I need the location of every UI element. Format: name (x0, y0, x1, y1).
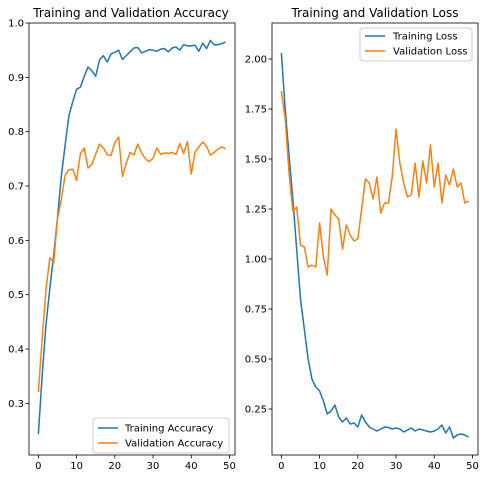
accuracy-y-tick-label: 0.5 (8, 290, 24, 301)
loss-x-tick-label: 20 (351, 461, 364, 472)
accuracy-x-tick-label: 30 (147, 461, 160, 472)
accuracy-y-tick-label: 1.0 (8, 19, 24, 30)
legend-label-training-accuracy: Training Accuracy (124, 424, 213, 435)
accuracy-legend: Training Accuracy Validation Accuracy (92, 417, 230, 454)
loss-y-tick-label: 1.50 (245, 155, 267, 166)
loss-x-tick-label: 10 (313, 461, 326, 472)
series-line-training-loss (280, 52, 469, 439)
accuracy-y-tick-label: 0.8 (8, 127, 24, 138)
loss-chart: Training and Validation Loss 0 10 20 30 40 50… (245, 6, 479, 472)
legend-label-validation-loss: Validation Loss (393, 47, 468, 58)
accuracy-y-tick-label: 0.6 (8, 236, 24, 247)
loss-y-tick-label: 1.75 (245, 105, 267, 116)
accuracy-x-tick-label: 50 (223, 461, 236, 472)
legend-label-training-loss: Training Loss (392, 32, 458, 43)
accuracy-chart-title: Training and Validation Accuracy (32, 6, 228, 20)
series-line-validation-accuracy (37, 136, 227, 393)
legend-label-validation-accuracy: Validation Accuracy (125, 439, 223, 450)
loss-y-tick-label: 0.25 (245, 405, 267, 416)
loss-y-tick-label: 0.75 (245, 305, 267, 316)
series-line-training-accuracy (37, 39, 226, 435)
accuracy-y-tick-label: 0.9 (8, 73, 24, 84)
accuracy-y-tick-label: 0.3 (8, 399, 24, 410)
loss-x-tick-label: 50 (466, 461, 479, 472)
loss-legend: Training Loss Validation Loss (359, 27, 473, 62)
loss-y-tick-label: 1.00 (245, 255, 267, 266)
accuracy-legend-box (92, 417, 230, 454)
series-line-validation-loss (280, 90, 469, 276)
accuracy-plot-area: 0 10 20 30 40 50 0.3 0.4 0.5 0.6 0.7 0.8 0.9 1.0 (8, 19, 236, 473)
loss-plot-area: 0 10 20 30 40 50 0.25 0.50 0.75 1.00 1.25 1.50 1.75 2… (245, 22, 479, 472)
loss-y-tick-label: 0.50 (245, 355, 267, 366)
loss-legend-box (359, 27, 473, 62)
accuracy-chart: Training and Validation Accuracy 0 10 20 30… (8, 6, 236, 472)
loss-x-tick-label: 40 (428, 461, 441, 472)
loss-x-tick-label: 30 (390, 461, 403, 472)
accuracy-x-tick-label: 20 (108, 461, 121, 472)
loss-chart-title: Training and Validation Loss (291, 6, 459, 20)
loss-y-tick-label: 1.25 (245, 205, 267, 216)
accuracy-x-tick-label: 10 (70, 461, 83, 472)
accuracy-y-tick-label: 0.7 (8, 182, 24, 193)
accuracy-x-tick-label: 0 (35, 461, 41, 472)
loss-axes-frame (271, 22, 479, 456)
accuracy-x-tick-label: 40 (185, 461, 198, 472)
loss-x-tick-label: 0 (278, 461, 284, 472)
loss-y-tick-label: 2.00 (245, 55, 267, 66)
accuracy-axes-frame (28, 22, 236, 456)
accuracy-y-tick-label: 0.4 (8, 345, 24, 356)
